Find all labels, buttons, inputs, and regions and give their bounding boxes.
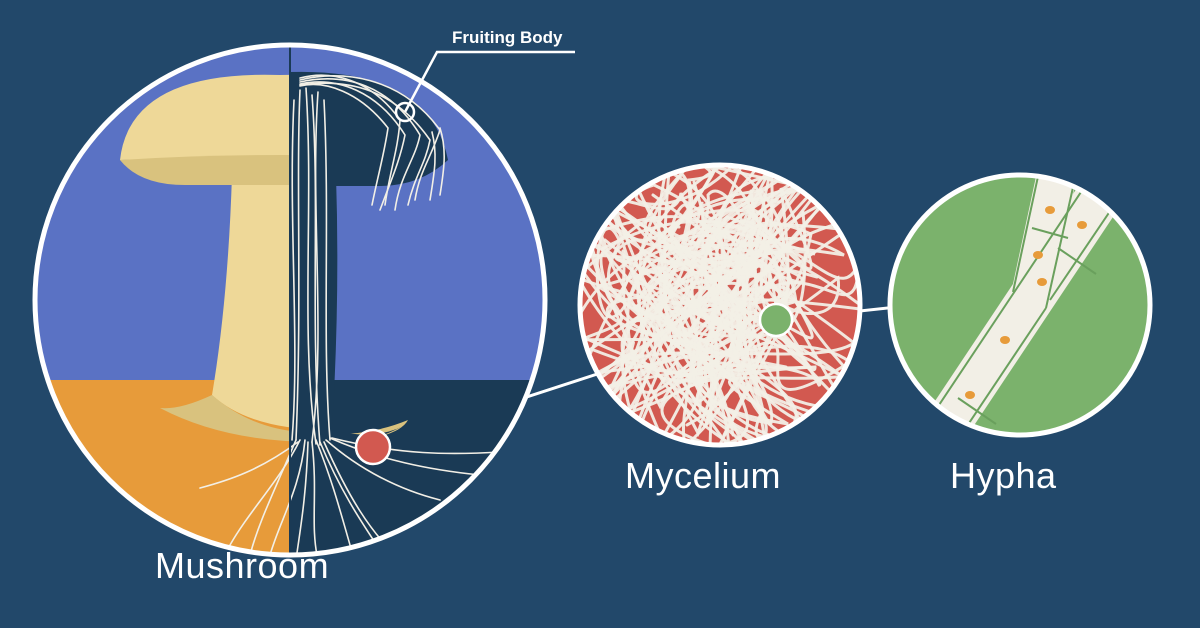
mycelium-label: Mycelium xyxy=(625,455,781,497)
fruiting-body-label: Fruiting Body xyxy=(452,28,562,48)
diagram-canvas: Mushroom Mycelium Hypha Fruiting Body xyxy=(0,0,1200,628)
hypha-label: Hypha xyxy=(950,455,1057,497)
diagram-svg xyxy=(0,0,1200,628)
mushroom-label: Mushroom xyxy=(155,545,329,587)
